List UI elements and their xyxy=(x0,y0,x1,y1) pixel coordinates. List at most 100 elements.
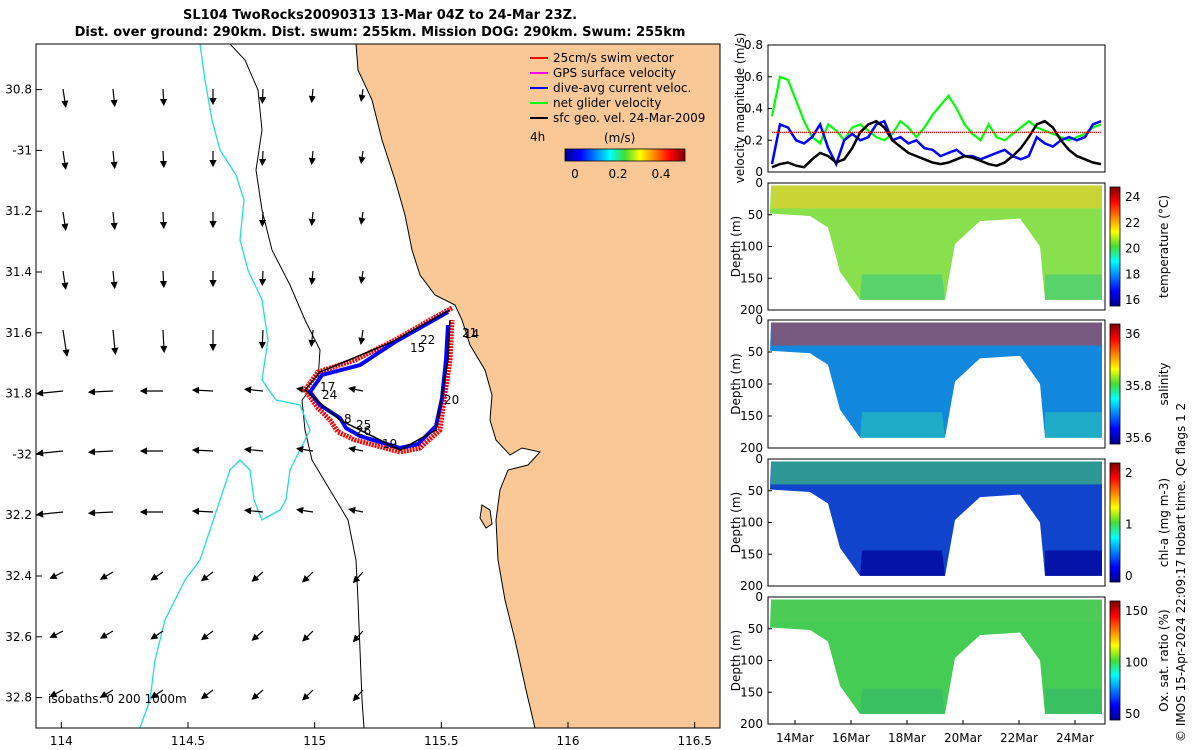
sfc-velocity-arrow xyxy=(302,689,314,701)
speed-colorbar-tick: 0.2 xyxy=(608,167,627,181)
velocity-y-tick-label: 0.6 xyxy=(744,70,763,84)
depth-tick-label: 100 xyxy=(740,240,763,254)
velocity-series-line xyxy=(770,75,1102,146)
track-day-label: 21 xyxy=(462,326,477,340)
colorbar-tick-label: 50 xyxy=(1125,707,1140,721)
sfc-velocity-arrow xyxy=(259,270,267,287)
velocity-y-tick-label: 0.4 xyxy=(744,102,763,116)
depth-ylabel: Depth (m) xyxy=(729,630,743,691)
sfc-velocity-arrow xyxy=(308,270,316,286)
map-y-tick-label: 32.6 xyxy=(5,630,32,644)
track-day-label: 19 xyxy=(382,437,397,451)
sfc-velocity-arrow xyxy=(243,507,264,515)
date-tick-label: 24Mar xyxy=(1056,731,1094,745)
sfc-velocity-arrow xyxy=(251,630,264,641)
legend-entry: GPS surface velocity xyxy=(553,66,676,80)
sfc-velocity-arrow xyxy=(251,689,264,700)
velocity-series-line xyxy=(770,119,1102,168)
sfc-velocity-arrow xyxy=(99,571,114,580)
sfc-velocity-arrow xyxy=(352,571,364,584)
colorbar-tick-label: 36 xyxy=(1125,327,1140,341)
timestamp-label: 4h xyxy=(530,130,545,144)
depth-tick-label: 0 xyxy=(755,313,763,327)
sfc-velocity-arrow xyxy=(200,630,214,641)
speed-colorbar-tick: 0 xyxy=(571,167,579,181)
sfc-velocity-arrow xyxy=(160,329,168,354)
date-tick-label: 14Mar xyxy=(776,731,814,745)
geostrophic-velocity-arrows xyxy=(35,88,366,702)
map-y-tick-label: 32.8 xyxy=(5,691,32,705)
sfc-velocity-arrow xyxy=(259,211,267,228)
sfc-velocity-arrow xyxy=(348,506,364,514)
sfc-velocity-arrow xyxy=(159,270,168,289)
chlorophyll-section-panel: 0 50 100 150 200 Depth (m) 0 1 2 chl-a (mg m-3) xyxy=(729,452,1171,593)
track-day-label: 17 xyxy=(320,380,335,394)
island xyxy=(479,504,493,529)
map-x-tick-label: 115 xyxy=(303,734,326,748)
sfc-velocity-arrow xyxy=(35,449,64,457)
speed-colorbar-tick: 0.4 xyxy=(651,167,670,181)
velocity-y-tick-label: 0 xyxy=(755,165,763,179)
depth-ylabel: Depth (m) xyxy=(729,353,743,414)
colorbar-tick-label: 100 xyxy=(1125,656,1148,670)
depth-ylabel: Depth (m) xyxy=(729,492,743,553)
sfc-velocity-arrow xyxy=(295,445,314,454)
sfc-velocity-arrow xyxy=(259,88,267,105)
sfc-velocity-arrow xyxy=(110,270,118,290)
sfc-velocity-arrow xyxy=(243,446,264,454)
oxygen-saturation-section-panel: 0 50 100 150 200 Depth (m) 50 100 150 Ox. sat. ra… xyxy=(729,590,1171,745)
sfc-velocity-arrow xyxy=(243,386,264,394)
map-y-tick-label: -31 xyxy=(12,143,32,157)
section-colorbar xyxy=(1109,462,1121,583)
sfc-velocity-arrow xyxy=(150,571,164,581)
depth-tick-label: 0 xyxy=(755,176,763,190)
colorbar-tick-label: 20 xyxy=(1125,242,1140,256)
sfc-velocity-arrow xyxy=(308,329,316,348)
sfc-velocity-arrow xyxy=(200,689,214,700)
sfc-velocity-arrow xyxy=(258,329,266,350)
sfc-velocity-arrow xyxy=(111,329,119,356)
temperature-section-panel: 0 50 100 150 200 Depth (m) 16 18 20 22 24 temperatu… xyxy=(729,176,1171,317)
colorbar-tick-label: 22 xyxy=(1125,216,1140,230)
track-day-label: 25 xyxy=(356,418,371,432)
depth-tick-label: 50 xyxy=(748,208,763,222)
section-surface-band xyxy=(771,461,1102,485)
depth-tick-label: 50 xyxy=(748,345,763,359)
legend-entry: dive-avg current veloc. xyxy=(553,81,691,95)
figure-title-line2: Dist. over ground: 290km. Dist. swum: 25… xyxy=(74,25,686,40)
sfc-velocity-arrow xyxy=(150,689,164,699)
sfc-velocity-arrow xyxy=(259,150,267,167)
land-mass xyxy=(355,43,721,729)
date-tick-label: 20Mar xyxy=(944,731,982,745)
sfc-velocity-arrow xyxy=(348,445,364,453)
map-y-tick-label: 31.4 xyxy=(5,265,32,279)
depth-tick-label: 0 xyxy=(755,452,763,466)
sfc-velocity-arrow xyxy=(61,150,69,170)
sfc-velocity-arrow xyxy=(49,689,64,697)
sfc-velocity-arrow xyxy=(200,571,214,582)
section-data-fill xyxy=(770,322,1102,438)
map-y-tick-label: 30.8 xyxy=(5,83,32,97)
depth-tick-label: 150 xyxy=(740,271,763,285)
colorbar-tick-label: 150 xyxy=(1125,604,1148,618)
map-y-tick-label: -32 xyxy=(12,447,32,461)
sfc-velocity-arrow xyxy=(358,88,366,103)
velocity-y-tick-label: 0.8 xyxy=(744,38,763,52)
isobath-200m xyxy=(139,43,311,729)
sfc-velocity-arrow xyxy=(358,270,366,285)
section-colorbar xyxy=(1109,323,1121,445)
date-tick-label: 18Mar xyxy=(888,731,926,745)
track-day-label: 24 xyxy=(322,388,337,402)
sfc-velocity-arrow xyxy=(61,270,69,290)
section-surface-band xyxy=(771,185,1102,209)
colorbar-label: salinity xyxy=(1157,362,1171,405)
sfc-velocity-arrow xyxy=(159,150,168,169)
map-x-tick-label: 116.5 xyxy=(677,734,711,748)
section-surface-band xyxy=(771,599,1102,623)
sfc-velocity-arrow xyxy=(352,630,364,643)
sfc-velocity-arrow xyxy=(87,448,114,456)
sfc-velocity-arrow xyxy=(87,509,114,517)
depth-tick-label: 50 xyxy=(748,484,763,498)
